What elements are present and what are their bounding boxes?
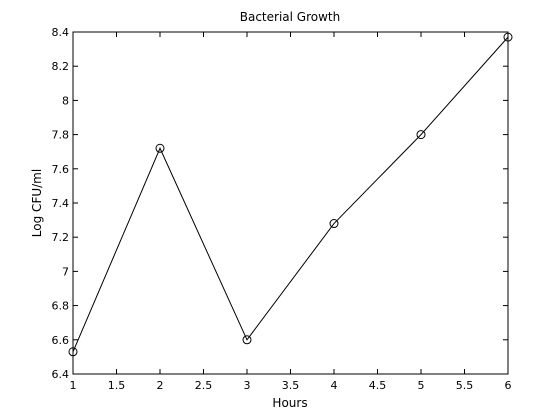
x-tick-label: 5.5 (456, 379, 474, 392)
axis-ticks: 1 1.5 2 2.5 3 3.5 4 4.5 5 5.5 6 6.4 6.6 6.8 7 7.2 7.4 7.6… (52, 26, 512, 392)
data-point (155, 143, 165, 153)
data-point (416, 130, 426, 140)
y-tick-label: 7 (62, 265, 69, 278)
y-tick-label: 8 (62, 94, 69, 107)
data-point (68, 347, 78, 357)
data-point (242, 335, 252, 345)
x-tick-label: 4 (331, 379, 338, 392)
y-tick-label: 7.6 (52, 163, 70, 176)
plot-area (72, 31, 509, 375)
x-tick-label: 3.5 (282, 379, 300, 392)
y-tick-label: 8.2 (52, 60, 70, 73)
x-tick-label: 4.5 (369, 379, 387, 392)
x-tick-label: 1 (70, 379, 77, 392)
y-tick-label: 8.4 (52, 26, 70, 39)
data-point (503, 32, 513, 42)
series-line-0 (72, 36, 509, 352)
x-tick-label: 2 (157, 379, 164, 392)
x-tick-label: 3 (244, 379, 251, 392)
x-tick-label: 1.5 (108, 379, 126, 392)
y-tick-label: 6.8 (52, 300, 70, 313)
data-point (329, 219, 339, 229)
series-group (68, 32, 513, 357)
y-tick-label: 7.2 (52, 231, 70, 244)
x-tick-label: 6 (505, 379, 512, 392)
x-axis-label: Hours (272, 396, 307, 410)
x-tick-label: 2.5 (195, 379, 213, 392)
y-tick-label: 6.6 (52, 334, 70, 347)
y-tick-label: 7.4 (52, 197, 70, 210)
y-tick-label: 7.8 (52, 129, 70, 142)
y-axis-label: Log CFU/ml (30, 169, 44, 237)
y-tick-label: 6.4 (52, 368, 70, 381)
chart-title: Bacterial Growth (240, 10, 340, 24)
x-tick-label: 5 (418, 379, 425, 392)
